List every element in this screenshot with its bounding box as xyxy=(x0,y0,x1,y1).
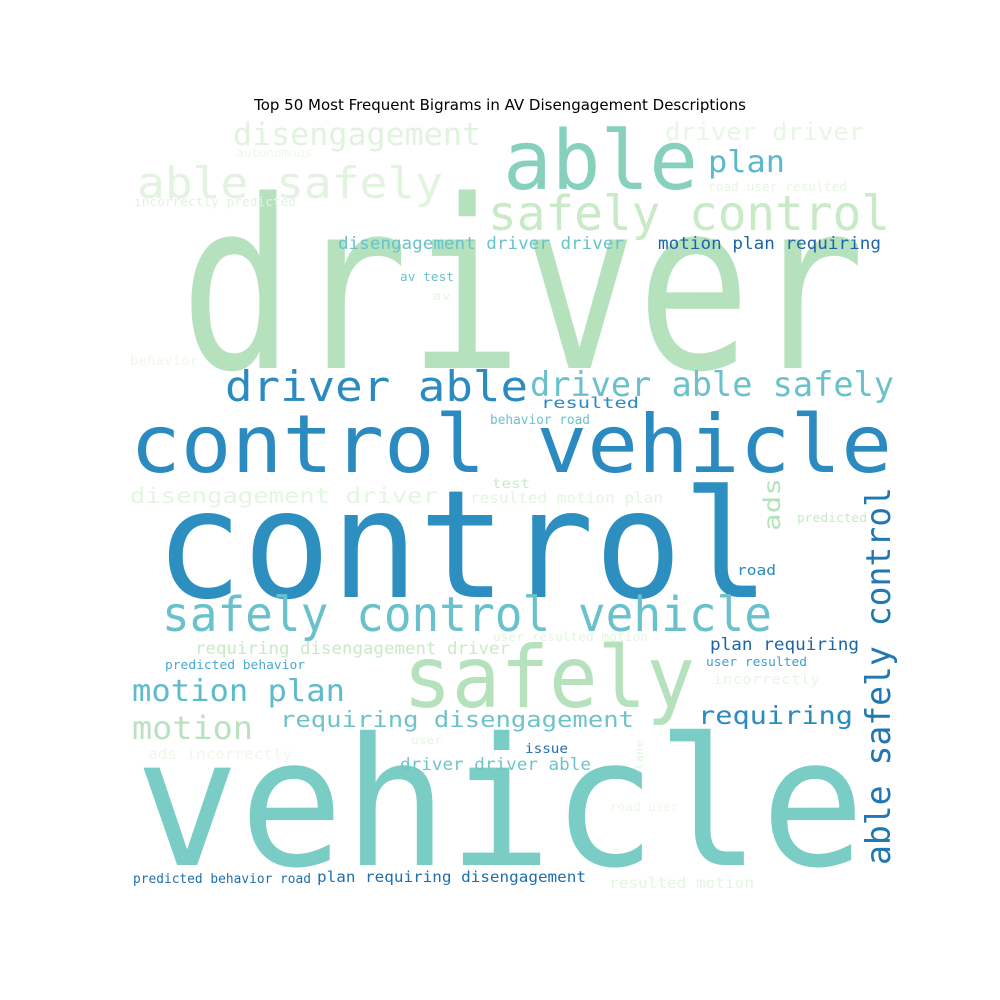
word: issue xyxy=(525,742,568,757)
word: safely xyxy=(403,628,695,728)
word: test xyxy=(492,477,530,492)
word: road xyxy=(737,563,776,579)
word: able safely control xyxy=(859,487,899,865)
word: road user xyxy=(610,800,679,814)
word: incorrectly predicted xyxy=(134,195,296,209)
word: driver xyxy=(180,151,865,424)
word: plan requiring xyxy=(710,635,859,655)
word: driver able xyxy=(225,362,528,411)
word: user resulted xyxy=(706,655,807,669)
word: autonomous xyxy=(236,146,312,160)
chart-title: Top 50 Most Frequent Bigrams in AV Disen… xyxy=(254,96,746,114)
word: control xyxy=(155,459,770,633)
word: safely control xyxy=(488,186,890,242)
word: disengagement xyxy=(233,117,481,153)
word: av test xyxy=(400,270,454,284)
word: able safely xyxy=(137,158,443,209)
word: plan requiring disengagement xyxy=(317,868,586,886)
word: plan xyxy=(708,145,785,180)
word: driver driver able xyxy=(400,755,591,775)
word: motion xyxy=(132,709,253,747)
word: requiring xyxy=(698,701,853,730)
word: predicted behavior road xyxy=(133,872,311,887)
word: vehicle xyxy=(135,700,865,907)
word: predicted xyxy=(797,511,867,525)
word: able xyxy=(503,114,698,209)
word: control vehicle xyxy=(130,398,892,491)
word: incorrectly xyxy=(713,672,820,688)
word: requiring disengagement driver xyxy=(195,639,510,659)
word: motion plan xyxy=(132,674,345,709)
word: ads xyxy=(760,478,786,531)
word: ads incorrectly xyxy=(148,747,292,763)
word: predicted behavior xyxy=(165,658,305,672)
word: driver able safely xyxy=(530,365,894,405)
word: road user resulted xyxy=(708,180,847,194)
word: behavior xyxy=(130,354,198,369)
word: disengagement driver xyxy=(130,484,438,508)
word: user xyxy=(411,734,442,747)
word: resulted motion plan xyxy=(470,489,663,507)
word: motion plan requiring xyxy=(658,234,881,254)
word: resulted motion xyxy=(609,874,754,892)
word: lane xyxy=(633,740,646,770)
word: requiring disengagement xyxy=(280,708,634,733)
word: driver driver xyxy=(665,118,864,146)
word: safely control vehicle xyxy=(162,587,772,643)
word: resulted xyxy=(541,394,639,412)
word: user resulted motion xyxy=(493,630,648,644)
word: behavior road xyxy=(490,413,590,428)
word: disengagement driver driver xyxy=(338,234,624,254)
word: av xyxy=(432,289,451,303)
